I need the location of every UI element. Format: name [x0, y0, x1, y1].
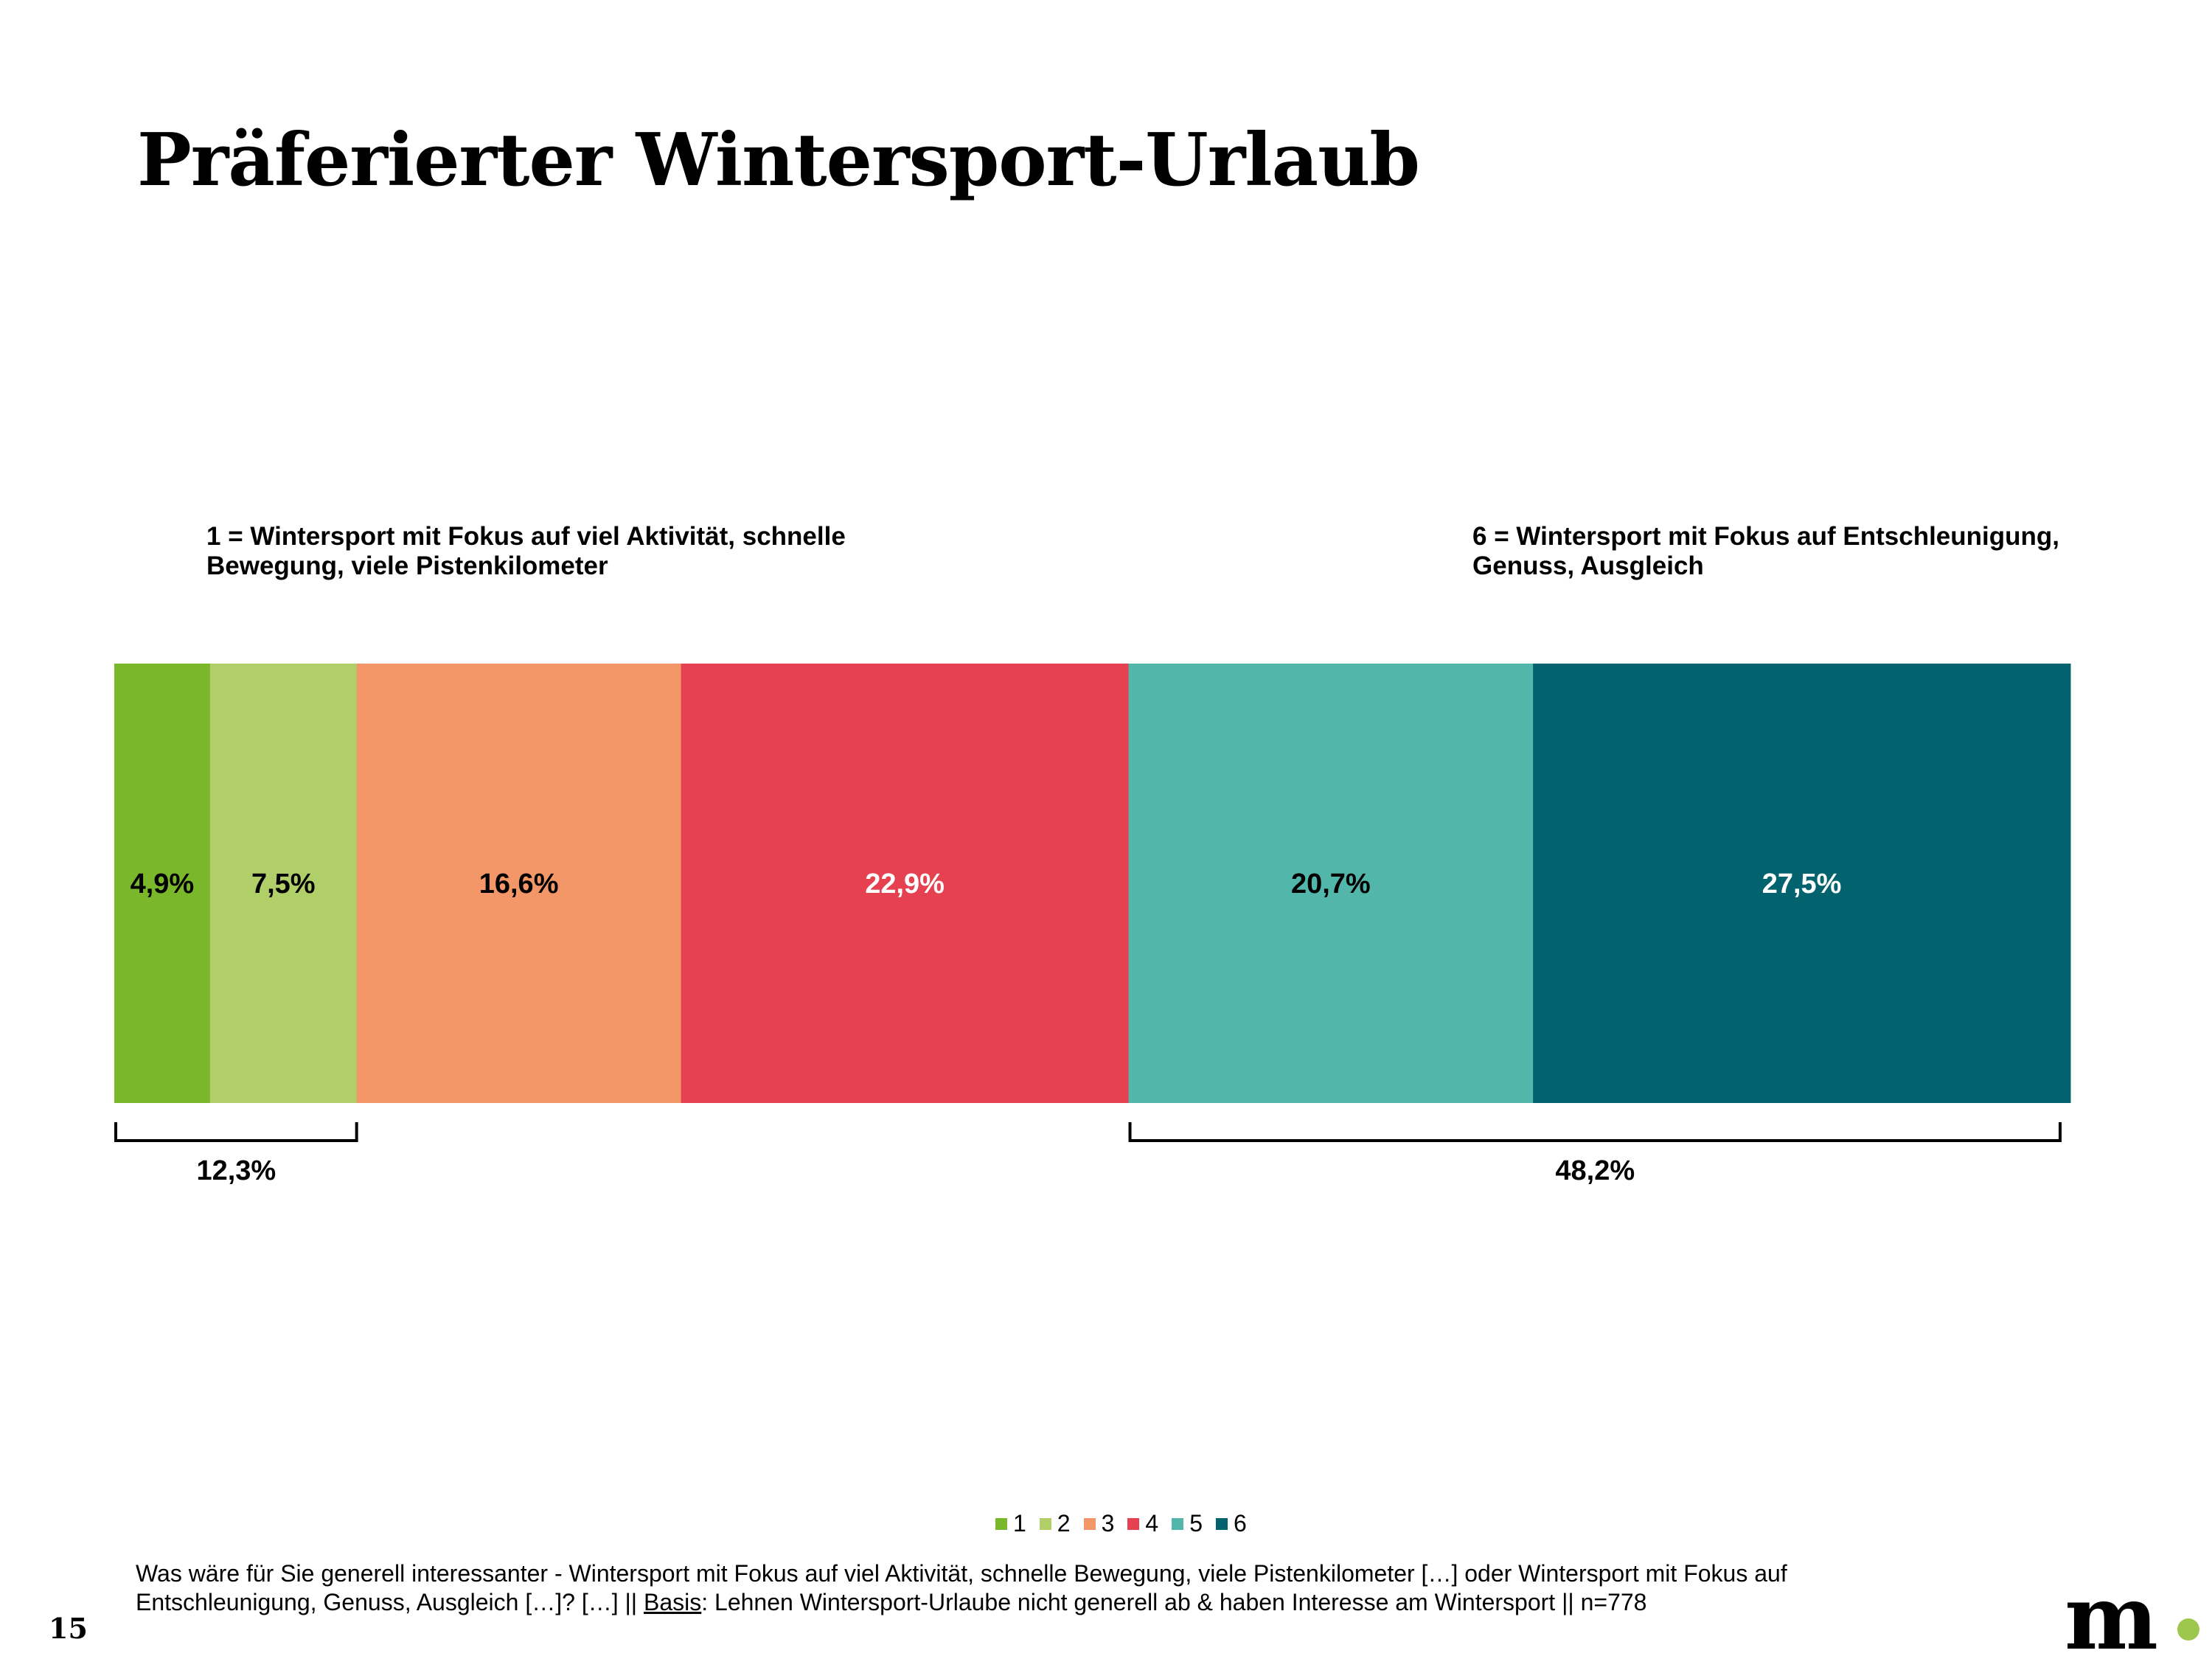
- segment-label-6: 27,5%: [1762, 869, 1842, 900]
- legend-swatch-3: [1083, 1517, 1096, 1530]
- bracket-2: [1128, 1122, 2062, 1142]
- legend-item-2: 2: [1039, 1510, 1071, 1537]
- footnote: Was wäre für Sie generell interessanter …: [136, 1559, 1891, 1617]
- bar-segment-5: [1128, 664, 1534, 1103]
- page-number: 15: [49, 1612, 88, 1645]
- legend-swatch-5: [1172, 1517, 1184, 1530]
- footnote-basis-word: Basis: [644, 1589, 702, 1615]
- legend-label-4: 4: [1145, 1510, 1159, 1537]
- segment-label-4: 22,9%: [865, 869, 945, 900]
- legend-item-5: 5: [1172, 1510, 1203, 1537]
- bar-segment-4: [681, 664, 1130, 1103]
- legend-label-3: 3: [1101, 1510, 1115, 1537]
- scale-anchor-left: 1 = Wintersport mit Fokus auf viel Aktiv…: [206, 522, 846, 580]
- segment-label-5: 20,7%: [1291, 869, 1371, 900]
- footnote-question: Was wäre für Sie generell interessanter …: [136, 1560, 1787, 1615]
- bracket-label-2: 48,2%: [1555, 1155, 1635, 1186]
- chart-legend: 1 2 3 4 5 6: [995, 1510, 1247, 1537]
- segment-label-1: 4,9%: [131, 869, 195, 900]
- segment-label-3: 16,6%: [479, 869, 559, 900]
- legend-swatch-4: [1127, 1517, 1140, 1530]
- bar-segment-2: [209, 664, 358, 1103]
- legend-item-6: 6: [1215, 1510, 1247, 1537]
- footnote-basis-text: : Lehnen Wintersport-Urlaube nicht gener…: [701, 1589, 1647, 1615]
- legend-label-1: 1: [1013, 1510, 1026, 1537]
- legend-label-5: 5: [1189, 1510, 1203, 1537]
- brand-logo-dot: [2177, 1618, 2199, 1641]
- page-title: Präferierter Wintersport-Urlaub: [137, 118, 1420, 203]
- brand-logo: m: [2065, 1566, 2158, 1670]
- legend-swatch-2: [1039, 1517, 1051, 1530]
- scale-anchor-right: 6 = Wintersport mit Fokus auf Entschleun…: [1472, 522, 2059, 580]
- legend-label-2: 2: [1057, 1510, 1071, 1537]
- bracket-1: [114, 1122, 358, 1142]
- stacked-bar-chart: 4,9% 7,5% 16,6% 22,9% 20,7% 27,5% 12,3% 48,2%: [114, 664, 2071, 1186]
- legend-item-1: 1: [995, 1510, 1026, 1537]
- bar-segment-6: [1533, 664, 2071, 1103]
- legend-swatch-1: [995, 1517, 1007, 1530]
- legend-item-3: 3: [1083, 1510, 1115, 1537]
- bar-segment-1: [114, 664, 211, 1103]
- bracket-label-1: 12,3%: [196, 1155, 276, 1186]
- bar-segment-3: [356, 664, 682, 1103]
- segment-label-2: 7,5%: [251, 869, 316, 900]
- legend-item-4: 4: [1127, 1510, 1158, 1537]
- legend-label-6: 6: [1233, 1510, 1247, 1537]
- legend-swatch-6: [1215, 1517, 1228, 1530]
